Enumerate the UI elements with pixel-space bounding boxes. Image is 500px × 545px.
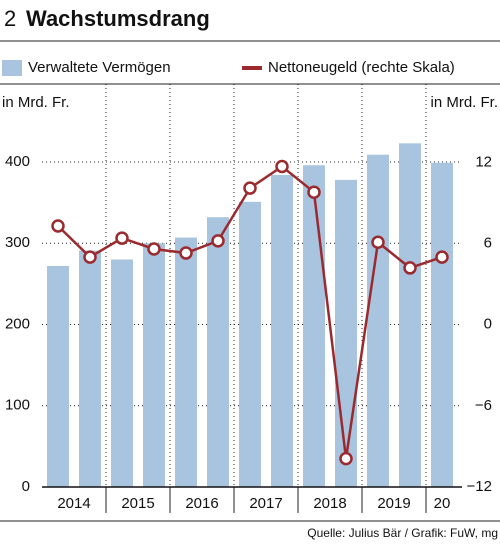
y-tick-label: 400 bbox=[5, 153, 30, 170]
y2-tick-label: 12 bbox=[475, 153, 492, 170]
bar bbox=[399, 143, 421, 487]
x-tick-label: 2015 bbox=[121, 495, 154, 512]
y-tick-label: 100 bbox=[5, 397, 30, 414]
line-marker bbox=[435, 250, 449, 264]
bar bbox=[367, 154, 389, 487]
y-tick-label: 200 bbox=[5, 315, 30, 332]
line-marker bbox=[179, 246, 193, 260]
line-marker bbox=[403, 261, 417, 275]
line-marker bbox=[115, 231, 129, 245]
line-marker bbox=[371, 235, 385, 249]
bar bbox=[271, 175, 293, 487]
line-marker bbox=[243, 181, 257, 195]
y2-tick-label: −12 bbox=[467, 478, 492, 495]
bar bbox=[47, 266, 69, 487]
legend-label: Nettoneugeld (rechte Skala) bbox=[268, 59, 455, 76]
bar bbox=[175, 237, 197, 487]
legend-swatch bbox=[2, 60, 22, 76]
legend-label: Verwaltete Vermögen bbox=[28, 59, 171, 76]
bar bbox=[335, 179, 357, 487]
y2-axis-label: in Mrd. Fr. bbox=[430, 94, 498, 111]
x-tick-label: 2019 bbox=[377, 495, 410, 512]
line-marker bbox=[275, 159, 289, 174]
line-marker bbox=[307, 185, 321, 199]
x-tick-label: 20 bbox=[434, 495, 451, 512]
bar bbox=[303, 165, 325, 487]
line-marker bbox=[51, 219, 65, 233]
x-tick-label: 2014 bbox=[57, 495, 90, 512]
x-tick-label: 2016 bbox=[185, 495, 218, 512]
y-tick-label: 300 bbox=[5, 234, 30, 251]
bar bbox=[239, 201, 261, 487]
line-marker bbox=[83, 250, 97, 264]
bar bbox=[143, 243, 165, 487]
source: Quelle: Julius Bär / Grafik: FuW, mg bbox=[307, 526, 498, 540]
figure-number: 2 bbox=[4, 6, 16, 31]
line-marker bbox=[339, 451, 353, 466]
x-tick-label: 2017 bbox=[249, 495, 282, 512]
chart-title: Wachstumsdrang bbox=[26, 6, 210, 31]
y2-tick-label: 6 bbox=[484, 235, 492, 252]
line-marker bbox=[211, 234, 225, 248]
line-marker bbox=[147, 242, 161, 256]
y2-tick-label: −6 bbox=[475, 397, 492, 414]
x-tick-label: 2018 bbox=[313, 495, 346, 512]
bar bbox=[207, 217, 229, 487]
bar bbox=[111, 259, 133, 487]
bar bbox=[431, 162, 453, 487]
y2-tick-label: 0 bbox=[484, 316, 492, 333]
y-axis-label: in Mrd. Fr. bbox=[2, 94, 70, 111]
y-tick-label: 0 bbox=[22, 478, 30, 495]
bar bbox=[79, 250, 101, 487]
